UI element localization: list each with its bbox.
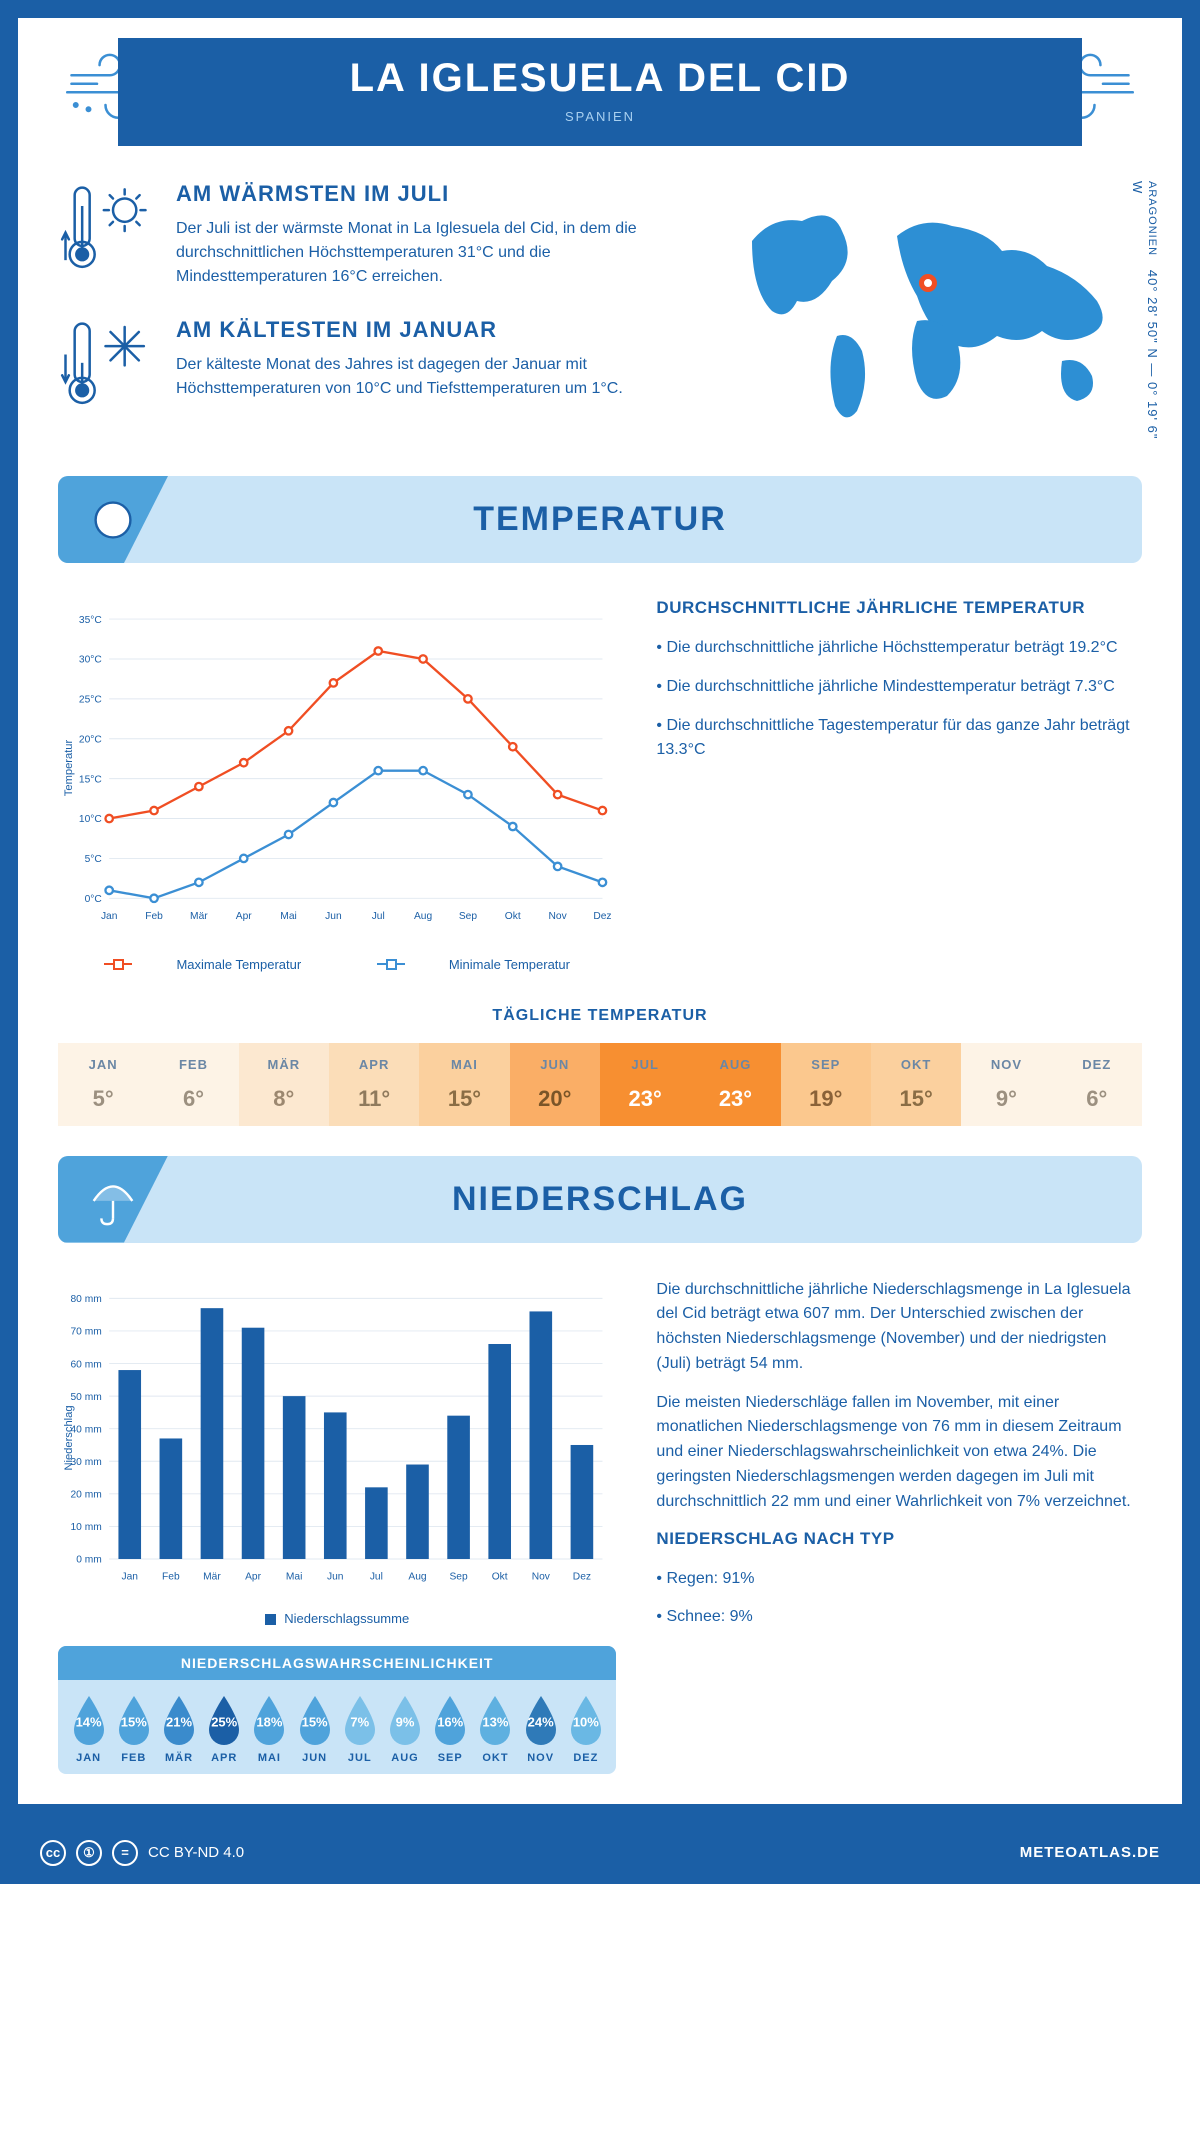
svg-text:Jun: Jun [325, 911, 342, 922]
temperature-line-chart: 0°C 5°C 10°C 15°C 20°C 25°C 30°C 35°C Jan Feb Mär A… [58, 598, 616, 972]
temp-cell: JUN20° [510, 1043, 600, 1126]
warmest-text: Der Juli ist der wärmste Monat in La Igl… [176, 217, 692, 289]
nd-icon: = [112, 1840, 138, 1866]
svg-text:Jan: Jan [121, 1571, 138, 1582]
svg-text:70 mm: 70 mm [71, 1326, 102, 1337]
precip-bar-chart: 0 mm 10 mm 20 mm 30 mm 40 mm 50 mm 60 mm 70 mm 8… [58, 1278, 616, 1598]
chart-legend: Maximale Temperatur Minimale Temperatur [58, 953, 616, 972]
thermometer-sun-icon [58, 181, 158, 289]
svg-text:0 mm: 0 mm [76, 1554, 102, 1565]
temp-cell: APR11° [329, 1043, 419, 1126]
prob-cell: 13%OKT [473, 1694, 518, 1764]
svg-text:Jul: Jul [370, 1571, 383, 1582]
by-icon: ① [76, 1840, 102, 1866]
bar-legend: Niederschlagssumme [58, 1611, 616, 1626]
svg-text:5°C: 5°C [85, 854, 102, 865]
svg-text:Niederschlag: Niederschlag [63, 1405, 75, 1470]
coldest-text: Der kälteste Monat des Jahres ist dagege… [176, 353, 692, 401]
svg-text:Apr: Apr [245, 1571, 261, 1582]
prob-cell: 10%DEZ [563, 1694, 608, 1764]
svg-text:30°C: 30°C [79, 655, 102, 666]
svg-text:Feb: Feb [145, 911, 163, 922]
svg-text:Dez: Dez [573, 1571, 591, 1582]
page-header: LA IGLESUELA DEL CID SPANIEN [118, 38, 1082, 146]
prob-cell: 25%APR [202, 1694, 247, 1764]
svg-text:Jan: Jan [101, 911, 118, 922]
svg-text:Okt: Okt [492, 1571, 508, 1582]
prob-cell: 9%AUG [382, 1694, 427, 1764]
precip-text: Die durchschnittliche jährliche Niedersc… [656, 1278, 1142, 1774]
svg-text:35°C: 35°C [79, 615, 102, 626]
license: cc ① = CC BY-ND 4.0 [40, 1840, 244, 1866]
svg-text:0°C: 0°C [85, 894, 102, 905]
temp-cell: AUG23° [690, 1043, 780, 1126]
temp-cell: NOV9° [961, 1043, 1051, 1126]
prob-cell: 21%MÄR [156, 1694, 201, 1764]
page-footer: cc ① = CC BY-ND 4.0 METEOATLAS.DE [0, 1822, 1200, 1884]
svg-text:50 mm: 50 mm [71, 1391, 102, 1402]
svg-text:Sep: Sep [449, 1571, 467, 1582]
temp-cell: JAN5° [58, 1043, 148, 1126]
page-subtitle: SPANIEN [138, 109, 1062, 124]
svg-text:25°C: 25°C [79, 695, 102, 706]
prob-cell: 15%JUN [292, 1694, 337, 1764]
svg-text:80 mm: 80 mm [71, 1294, 102, 1305]
temp-cell: MAI15° [419, 1043, 509, 1126]
svg-text:30 mm: 30 mm [71, 1456, 102, 1467]
thermometer-snow-icon [58, 317, 158, 414]
svg-text:Dez: Dez [593, 911, 611, 922]
svg-text:Nov: Nov [549, 911, 568, 922]
svg-text:Mär: Mär [190, 911, 208, 922]
temp-cell: OKT15° [871, 1043, 961, 1126]
daily-temp-title: TÄGLICHE TEMPERATUR [58, 1007, 1142, 1025]
avg-temp-text: DURCHSCHNITTLICHE JÄHRLICHE TEMPERATUR •… [656, 598, 1142, 972]
prob-cell: 15%FEB [111, 1694, 156, 1764]
svg-text:20°C: 20°C [79, 734, 102, 745]
svg-text:Mai: Mai [286, 1571, 302, 1582]
world-map: ARAGONIEN 40° 28' 50" N — 0° 19' 6" W [722, 181, 1142, 446]
svg-text:Mär: Mär [203, 1571, 221, 1582]
daily-temp-bar: JAN5°FEB6°MÄR8°APR11°MAI15°JUN20°JUL23°A… [58, 1043, 1142, 1126]
coldest-block: AM KÄLTESTEN IM JANUAR Der kälteste Mona… [58, 317, 692, 414]
temp-cell: FEB6° [148, 1043, 238, 1126]
prob-cell: 18%MAI [247, 1694, 292, 1764]
svg-text:Jul: Jul [372, 911, 385, 922]
svg-text:Aug: Aug [408, 1571, 426, 1582]
temp-cell: SEP19° [781, 1043, 871, 1126]
coordinates: ARAGONIEN 40° 28' 50" N — 0° 19' 6" W [1130, 181, 1160, 446]
svg-text:Feb: Feb [162, 1571, 180, 1582]
prob-cell: 24%NOV [518, 1694, 563, 1764]
temp-cell: JUL23° [600, 1043, 690, 1126]
svg-text:40 mm: 40 mm [71, 1424, 102, 1435]
prob-cell: 14%JAN [66, 1694, 111, 1764]
cc-icon: cc [40, 1840, 66, 1866]
svg-text:Aug: Aug [414, 911, 432, 922]
warmest-block: AM WÄRMSTEN IM JULI Der Juli ist der wär… [58, 181, 692, 289]
warmest-title: AM WÄRMSTEN IM JULI [176, 181, 692, 207]
svg-text:10 mm: 10 mm [71, 1522, 102, 1533]
svg-text:10°C: 10°C [79, 814, 102, 825]
prob-cell: 16%SEP [428, 1694, 473, 1764]
precip-probability-box: NIEDERSCHLAGSWAHRSCHEINLICHKEIT 14%JAN15… [58, 1646, 616, 1774]
sun-icon [84, 491, 142, 549]
svg-text:Jun: Jun [327, 1571, 344, 1582]
svg-text:15°C: 15°C [79, 774, 102, 785]
svg-text:Sep: Sep [459, 911, 477, 922]
svg-text:Mai: Mai [280, 911, 296, 922]
svg-text:Apr: Apr [236, 911, 252, 922]
prob-cell: 7%JUL [337, 1694, 382, 1764]
page-title: LA IGLESUELA DEL CID [138, 56, 1062, 101]
svg-text:Temperatur: Temperatur [63, 740, 75, 797]
svg-text:Okt: Okt [505, 911, 521, 922]
umbrella-icon [84, 1170, 142, 1228]
temp-cell: DEZ6° [1052, 1043, 1142, 1126]
svg-text:60 mm: 60 mm [71, 1359, 102, 1370]
temp-cell: MÄR8° [239, 1043, 329, 1126]
temperature-section-header: TEMPERATUR [58, 476, 1142, 563]
svg-text:20 mm: 20 mm [71, 1489, 102, 1500]
coldest-title: AM KÄLTESTEN IM JANUAR [176, 317, 692, 343]
precip-section-header: NIEDERSCHLAG [58, 1156, 1142, 1243]
svg-text:Nov: Nov [532, 1571, 551, 1582]
site-name: METEOATLAS.DE [1020, 1844, 1160, 1861]
